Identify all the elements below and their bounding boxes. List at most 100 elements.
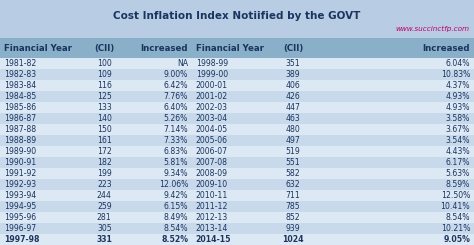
- Text: 8.54%: 8.54%: [164, 224, 188, 233]
- Text: 1983-84: 1983-84: [4, 81, 36, 90]
- Text: 1996-97: 1996-97: [4, 224, 36, 233]
- Text: 6.17%: 6.17%: [446, 158, 470, 167]
- Bar: [0, 69, 474, 80]
- Bar: [0, 190, 474, 201]
- Bar: [0, 58, 474, 69]
- Text: (CII): (CII): [94, 44, 114, 52]
- Text: 8.49%: 8.49%: [164, 213, 188, 222]
- Text: 2014-15: 2014-15: [196, 235, 231, 244]
- Bar: [0, 201, 474, 212]
- Bar: [0, 135, 474, 146]
- Text: 480: 480: [285, 125, 301, 134]
- Text: 1981-82: 1981-82: [4, 59, 36, 68]
- Text: 6.40%: 6.40%: [164, 103, 188, 112]
- Bar: [0, 38, 474, 58]
- Text: 9.05%: 9.05%: [443, 235, 470, 244]
- Text: 281: 281: [97, 213, 112, 222]
- Text: 1993-94: 1993-94: [4, 191, 36, 200]
- Bar: [0, 179, 474, 190]
- Text: (CII): (CII): [283, 44, 303, 52]
- Text: 6.42%: 6.42%: [164, 81, 188, 90]
- Text: 6.15%: 6.15%: [164, 202, 188, 211]
- Text: 2002-03: 2002-03: [196, 103, 228, 112]
- Text: 711: 711: [285, 191, 301, 200]
- Text: 3.67%: 3.67%: [446, 125, 470, 134]
- Text: 223: 223: [97, 180, 111, 189]
- Text: 12.50%: 12.50%: [441, 191, 470, 200]
- Bar: [0, 80, 474, 91]
- Text: 4.43%: 4.43%: [446, 147, 470, 156]
- Text: 2001-02: 2001-02: [196, 92, 228, 101]
- Text: 2005-06: 2005-06: [196, 136, 228, 145]
- Text: Financial Year: Financial Year: [196, 44, 264, 52]
- Text: 852: 852: [286, 213, 300, 222]
- Bar: [0, 223, 474, 234]
- Text: 10.41%: 10.41%: [440, 202, 470, 211]
- Text: Increased: Increased: [141, 44, 188, 52]
- Text: 140: 140: [97, 114, 112, 123]
- Text: 1986-87: 1986-87: [4, 114, 36, 123]
- Text: 4.93%: 4.93%: [446, 103, 470, 112]
- Text: 9.34%: 9.34%: [164, 169, 188, 178]
- Text: 447: 447: [285, 103, 301, 112]
- Text: 1995-96: 1995-96: [4, 213, 36, 222]
- Text: 1991-92: 1991-92: [4, 169, 36, 178]
- Text: 2013-14: 2013-14: [196, 224, 228, 233]
- Text: NA: NA: [177, 59, 188, 68]
- Text: 2000-01: 2000-01: [196, 81, 228, 90]
- Text: 1985-86: 1985-86: [4, 103, 36, 112]
- Text: 12.06%: 12.06%: [159, 180, 188, 189]
- Text: 406: 406: [285, 81, 301, 90]
- Text: 9.00%: 9.00%: [164, 70, 188, 79]
- Text: 497: 497: [285, 136, 301, 145]
- Text: 10.21%: 10.21%: [441, 224, 470, 233]
- Text: 8.52%: 8.52%: [161, 235, 188, 244]
- Text: 1997-98: 1997-98: [4, 235, 39, 244]
- Text: 305: 305: [97, 224, 111, 233]
- Text: 259: 259: [97, 202, 111, 211]
- Text: 939: 939: [286, 224, 300, 233]
- Text: Financial Year: Financial Year: [4, 44, 72, 52]
- Text: 1988-89: 1988-89: [4, 136, 36, 145]
- Text: 2008-09: 2008-09: [196, 169, 228, 178]
- Text: 100: 100: [97, 59, 112, 68]
- Text: 331: 331: [96, 235, 112, 244]
- Text: 1989-90: 1989-90: [4, 147, 36, 156]
- Text: 2006-07: 2006-07: [196, 147, 228, 156]
- Text: 785: 785: [286, 202, 300, 211]
- Bar: [0, 124, 474, 135]
- Text: 463: 463: [285, 114, 301, 123]
- Text: 172: 172: [97, 147, 112, 156]
- Bar: [0, 146, 474, 157]
- Text: 1990-91: 1990-91: [4, 158, 36, 167]
- Text: www.succinctfp.com: www.succinctfp.com: [395, 26, 469, 32]
- Text: 182: 182: [97, 158, 112, 167]
- Text: 4.37%: 4.37%: [446, 81, 470, 90]
- Text: 1024: 1024: [282, 235, 304, 244]
- Text: 5.81%: 5.81%: [164, 158, 188, 167]
- Text: 3.54%: 3.54%: [446, 136, 470, 145]
- Text: 2004-05: 2004-05: [196, 125, 228, 134]
- Text: 109: 109: [97, 70, 112, 79]
- Text: Cost Inflation Index Notiified by the GOVT: Cost Inflation Index Notiified by the GO…: [113, 11, 361, 21]
- Text: 7.14%: 7.14%: [164, 125, 188, 134]
- Text: 161: 161: [97, 136, 112, 145]
- Text: 582: 582: [286, 169, 300, 178]
- Bar: [0, 157, 474, 168]
- Text: 2010-11: 2010-11: [196, 191, 228, 200]
- Text: 10.83%: 10.83%: [441, 70, 470, 79]
- Text: 7.33%: 7.33%: [164, 136, 188, 145]
- Bar: [0, 212, 474, 223]
- Text: 1998-99: 1998-99: [196, 59, 228, 68]
- Text: 5.63%: 5.63%: [446, 169, 470, 178]
- Bar: [0, 113, 474, 124]
- Text: 551: 551: [285, 158, 301, 167]
- Text: 2012-13: 2012-13: [196, 213, 228, 222]
- Text: 199: 199: [97, 169, 112, 178]
- Text: 2007-08: 2007-08: [196, 158, 228, 167]
- Bar: [0, 234, 474, 245]
- Text: 426: 426: [285, 92, 301, 101]
- Text: 9.42%: 9.42%: [164, 191, 188, 200]
- Text: 3.58%: 3.58%: [446, 114, 470, 123]
- Text: 125: 125: [97, 92, 112, 101]
